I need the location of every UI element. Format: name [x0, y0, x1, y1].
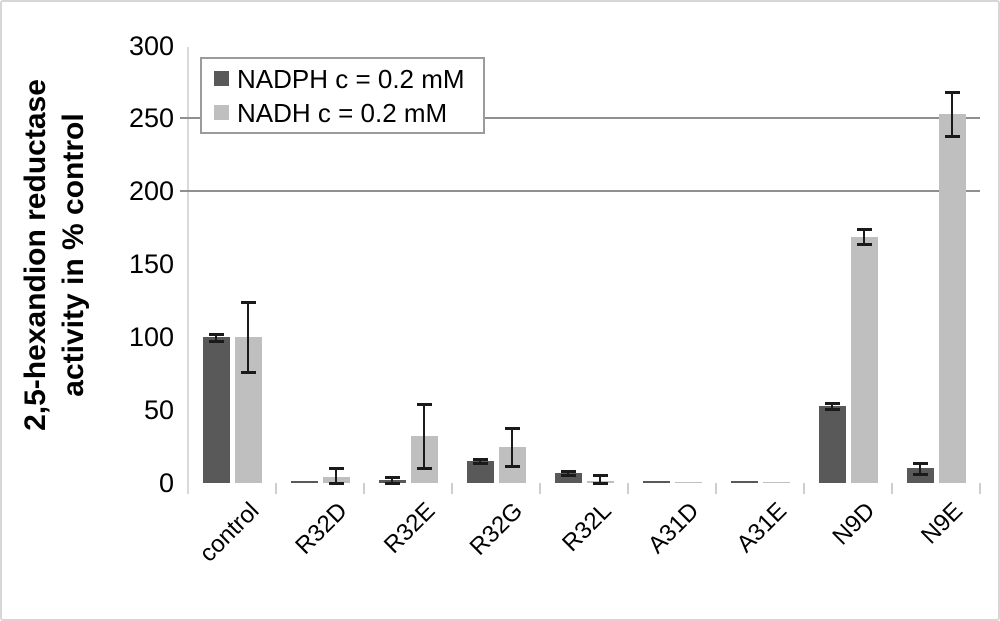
y-tick-label-150: 150 — [128, 249, 174, 280]
x-category-label-R32E: R32E — [378, 497, 441, 559]
x-category-label-R32G: R32G — [464, 497, 529, 561]
gridline-200 — [180, 190, 980, 193]
x-tick-mark — [979, 483, 981, 494]
error-bar-cap — [504, 426, 520, 430]
y-tick-label-100: 100 — [128, 322, 174, 353]
error-bar-cap — [328, 482, 344, 485]
bar-N9E-nadh — [938, 114, 966, 483]
error-bar-cap — [416, 403, 432, 407]
bar-N9D-nadh — [850, 236, 878, 483]
x-category-label-A31D: A31D — [642, 497, 705, 559]
x-tick-mark — [539, 483, 541, 494]
bar-R32L-nadph — [554, 472, 582, 483]
error-bar-cap — [824, 401, 840, 405]
error-bar-cap — [592, 482, 608, 485]
x-category-label-R32D: R32D — [289, 497, 353, 560]
error-bar-cap — [560, 473, 576, 477]
bar-R32G-nadph — [466, 461, 494, 483]
x-tick-mark — [275, 483, 277, 494]
x-tick-mark — [627, 483, 629, 494]
error-bar-cap — [208, 332, 224, 336]
x-category-label-N9E: N9E — [916, 497, 969, 550]
error-bar-stem — [567, 470, 569, 475]
legend-row: NADPH c = 0.2 mM — [214, 64, 483, 94]
y-tick-label-250: 250 — [128, 103, 174, 134]
gridline-250 — [180, 117, 980, 120]
y-tick-label-50: 50 — [143, 395, 174, 426]
y-axis-line — [187, 47, 189, 494]
legend-row: NADH c = 0.2 mM — [214, 98, 483, 128]
bar-A31E-nadph — [730, 480, 758, 483]
error-bar-cap — [240, 301, 256, 305]
y-tick-label-200: 200 — [128, 176, 174, 207]
bar-A31D-nadh — [674, 481, 702, 483]
legend-box: NADPH c = 0.2 mM NADH c = 0.2 mM — [200, 57, 485, 134]
error-bar-cap — [240, 371, 256, 375]
error-bar-stem — [479, 458, 481, 464]
error-bar-stem — [599, 474, 601, 483]
x-tick-mark — [363, 483, 365, 494]
bar-N9E-nadph — [906, 468, 934, 483]
error-bar-stem — [831, 402, 833, 409]
x-category-label-N9D: N9D — [827, 497, 881, 551]
error-bar-stem — [423, 404, 425, 469]
y-tick-label-300: 300 — [128, 30, 174, 61]
error-bar-cap — [912, 472, 928, 476]
bar-control-nadph — [202, 337, 230, 483]
error-bar-cap — [504, 464, 520, 468]
error-bar-stem — [863, 229, 865, 244]
error-bar-cap — [384, 476, 400, 480]
x-tick-mark — [715, 483, 717, 494]
y-tick-label-0: 0 — [158, 468, 174, 498]
x-tick-mark — [891, 483, 893, 494]
error-bar-stem — [919, 463, 921, 474]
error-bar-cap — [472, 457, 488, 461]
error-bar-cap — [944, 134, 960, 138]
x-tick-mark — [803, 483, 805, 494]
bar-A31E-nadh — [762, 481, 790, 483]
error-bar-cap — [856, 228, 872, 232]
error-bar-cap — [592, 473, 608, 477]
error-bar-cap — [824, 407, 840, 411]
bar-N9D-nadph — [818, 405, 846, 483]
error-bar-cap — [944, 91, 960, 95]
error-bar-stem — [215, 333, 217, 341]
legend-swatch-nadh — [214, 105, 229, 120]
bar-R32D-nadph — [290, 480, 318, 483]
legend-label: NADH c = 0.2 mM — [237, 97, 448, 128]
error-bar-cap — [208, 339, 224, 343]
x-category-label-A31E: A31E — [731, 497, 793, 558]
error-bar-cap — [416, 467, 432, 471]
error-bar-cap — [384, 482, 400, 485]
x-category-label-control: control — [194, 497, 265, 568]
error-bar-cap — [912, 462, 928, 466]
error-bar-cap — [472, 462, 488, 466]
error-bar-stem — [511, 427, 513, 466]
x-tick-mark — [451, 483, 453, 494]
error-bar-cap — [560, 469, 576, 473]
error-bar-stem — [335, 468, 337, 483]
x-category-label-R32L: R32L — [556, 497, 617, 557]
bar-A31D-nadph — [642, 480, 670, 483]
legend-label: NADPH c = 0.2 mM — [237, 63, 465, 94]
error-bar-stem — [247, 302, 249, 373]
legend-swatch-nadph — [214, 71, 229, 86]
error-bar-cap — [328, 467, 344, 471]
error-bar-stem — [391, 477, 393, 483]
error-bar-cap — [856, 242, 872, 246]
error-bar-stem — [951, 92, 953, 136]
